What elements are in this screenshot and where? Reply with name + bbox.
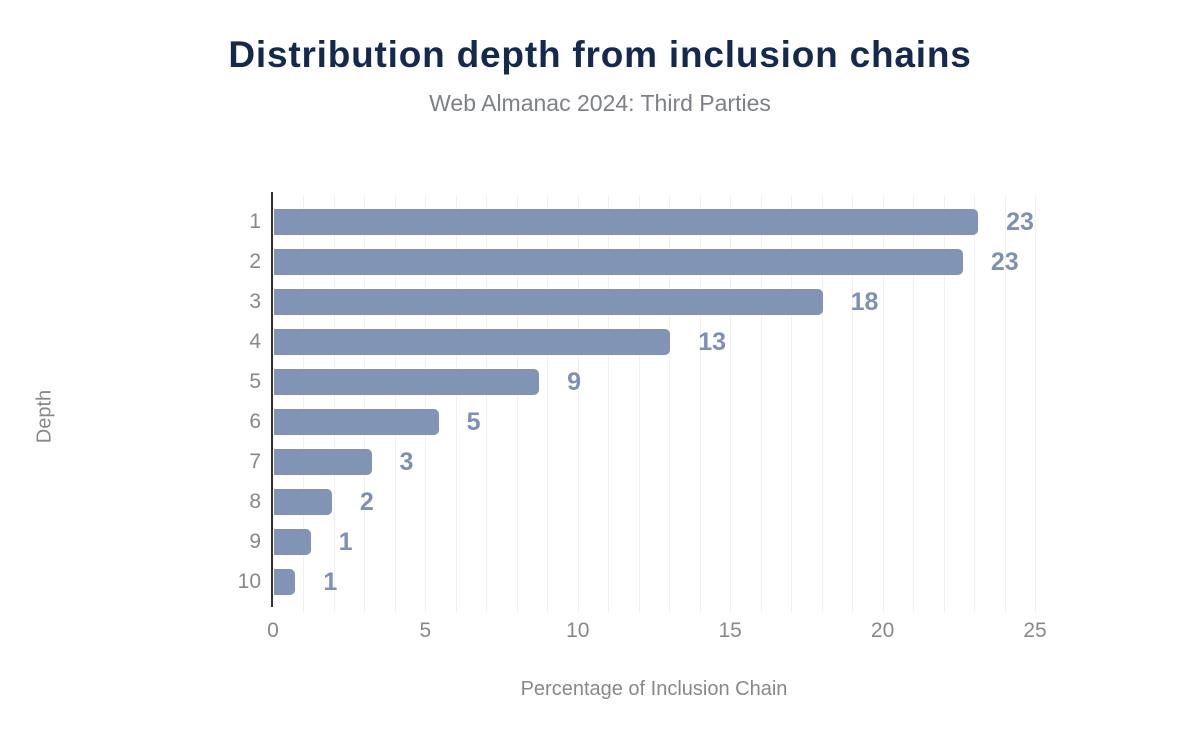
gridline	[852, 195, 854, 612]
bar-depth-10[interactable]	[274, 569, 296, 595]
gridline	[638, 195, 640, 612]
x-tick-label: 0	[267, 619, 279, 642]
y-tick-label: 6	[249, 410, 261, 433]
bar-depth-2[interactable]	[274, 249, 963, 275]
gridline	[516, 195, 518, 612]
y-tick-label: 7	[249, 450, 261, 473]
gridline	[882, 195, 884, 612]
gridline	[608, 195, 610, 612]
bar-value-label: 13	[698, 328, 727, 356]
bar-value-label: 3	[399, 448, 414, 476]
gridline	[547, 195, 549, 612]
gridline	[364, 195, 366, 612]
bar-value-label: 9	[567, 368, 582, 396]
bar-depth-6[interactable]	[274, 409, 439, 435]
bar-depth-9[interactable]	[274, 529, 311, 555]
chart-subtitle: Web Almanac 2024: Third Parties	[429, 90, 771, 116]
chart-title: Distribution depth from inclusion chains	[228, 34, 972, 75]
y-tick-label: 4	[249, 330, 261, 353]
y-tick-label: 10	[237, 570, 261, 593]
gridline	[913, 195, 915, 612]
gridline	[486, 195, 488, 612]
x-axis-title: Percentage of Inclusion Chain	[520, 678, 788, 700]
gridline	[303, 195, 305, 612]
gridline	[791, 195, 793, 612]
y-tick-label: 2	[249, 250, 261, 273]
x-tick-label: 5	[419, 619, 432, 642]
gridline	[577, 195, 579, 612]
gridline	[699, 195, 701, 612]
bar-value-label: 18	[850, 288, 879, 316]
gridline	[974, 195, 976, 612]
gridline	[333, 195, 335, 612]
gridline	[760, 195, 762, 612]
gridline	[455, 195, 457, 612]
y-tick-label: 8	[249, 490, 261, 513]
gridline	[730, 195, 732, 612]
gridline	[394, 195, 396, 612]
y-axis-title: Depth	[33, 389, 56, 444]
gridline	[1035, 195, 1036, 612]
gridline	[425, 195, 427, 612]
gridline	[821, 195, 823, 612]
gridline	[943, 195, 945, 612]
y-tick-label: 5	[249, 370, 261, 393]
y-tick-label: 9	[249, 530, 261, 553]
bar-value-label: 23	[990, 248, 1019, 276]
gridline	[669, 195, 671, 612]
x-tick-label: 25	[1023, 619, 1047, 642]
bar-value-label: 23	[1006, 208, 1034, 236]
y-tick-label: 1	[249, 210, 261, 233]
gridline	[1004, 195, 1006, 612]
bar-depth-5[interactable]	[274, 369, 540, 395]
bar-value-label: 5	[466, 408, 481, 436]
bar-value-label: 1	[338, 528, 353, 556]
x-tick-label: 10	[566, 619, 590, 642]
bar-value-label: 1	[323, 568, 338, 596]
bar-depth-7[interactable]	[274, 449, 372, 475]
y-axis-line	[271, 192, 273, 607]
x-tick-label: 15	[718, 619, 742, 642]
bar-depth-8[interactable]	[274, 489, 332, 515]
bar-depth-1[interactable]	[274, 209, 979, 235]
bar-value-label: 2	[359, 488, 374, 516]
bar-depth-4[interactable]	[274, 329, 671, 355]
y-tick-label: 3	[249, 290, 261, 313]
x-tick-label: 20	[870, 619, 895, 642]
bar-depth-3[interactable]	[274, 289, 823, 315]
